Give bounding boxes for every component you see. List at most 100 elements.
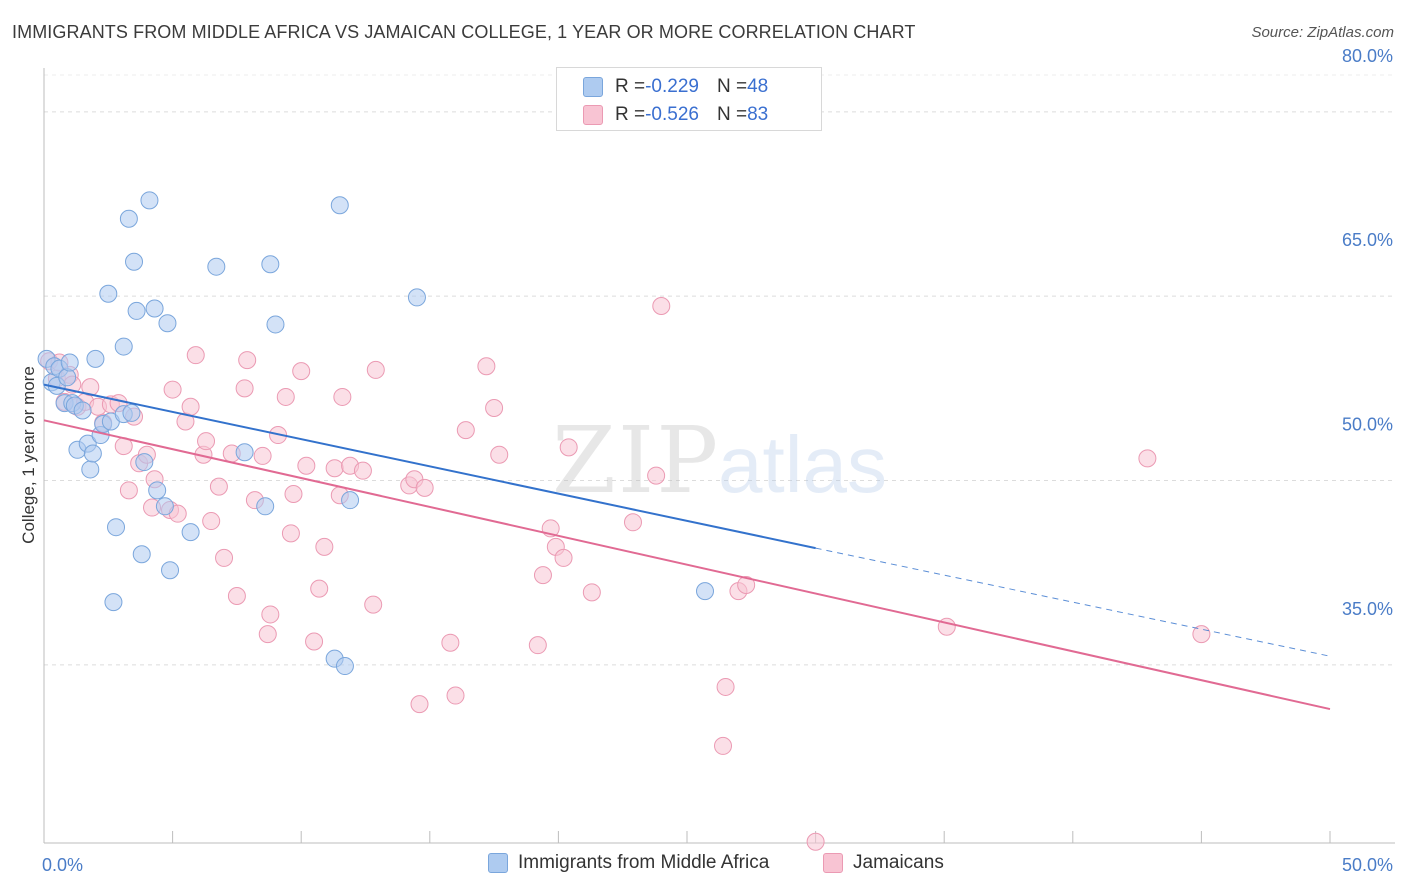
point-jamaicans <box>163 380 182 399</box>
point-middle-africa <box>104 593 123 612</box>
point-middle-africa <box>122 403 141 422</box>
point-jamaicans <box>235 379 254 398</box>
watermark: ZIP atlas <box>552 407 887 514</box>
x-tick-labels: 0.0% 50.0% <box>42 855 1393 875</box>
watermark-zip: ZIP <box>552 407 720 514</box>
point-jamaicans <box>477 357 496 376</box>
trend-line-middle-africa <box>43 383 816 550</box>
point-middle-africa <box>235 443 254 462</box>
point-jamaicans <box>1138 449 1157 468</box>
point-middle-africa <box>73 401 92 420</box>
point-middle-africa <box>256 497 275 516</box>
point-middle-africa <box>140 191 159 210</box>
point-middle-africa <box>132 545 151 564</box>
point-jamaicans <box>209 477 228 496</box>
point-middle-africa <box>148 481 167 500</box>
axes <box>43 68 1395 844</box>
point-jamaicans <box>490 445 509 464</box>
point-jamaicans <box>315 537 334 556</box>
series-jamaicans <box>40 297 1211 851</box>
point-middle-africa <box>145 299 164 318</box>
point-jamaicans <box>353 461 372 480</box>
point-jamaicans <box>441 633 460 652</box>
watermark-atlas: atlas <box>718 420 887 509</box>
legend-r-label: R = <box>615 76 646 97</box>
point-jamaicans <box>284 485 303 504</box>
x-tick-label: 50.0% <box>1342 855 1393 875</box>
point-jamaicans <box>258 625 277 644</box>
point-jamaicans <box>415 478 434 497</box>
point-middle-africa <box>696 582 715 601</box>
y-tick-labels: 35.0% 50.0% 65.0% 80.0% <box>1342 46 1393 619</box>
grid-lines <box>44 74 1395 666</box>
legend-swatch-blue <box>488 853 508 873</box>
point-middle-africa <box>83 444 102 463</box>
point-middle-africa <box>119 209 138 228</box>
trend-lines <box>43 383 1331 711</box>
point-jamaicans <box>186 346 205 365</box>
point-middle-africa <box>60 353 79 372</box>
point-jamaicans <box>197 432 216 451</box>
legend-item-jamaicans: Jamaicans <box>823 852 944 874</box>
point-middle-africa <box>266 315 285 334</box>
point-middle-africa <box>86 349 105 368</box>
point-jamaicans <box>261 605 280 624</box>
legend-r-value: -0.229 <box>645 76 699 97</box>
legend-row-pink: R = -0.526 N = 83 <box>557 101 768 129</box>
legend-swatch-blue <box>583 77 603 97</box>
point-jamaicans <box>215 548 234 567</box>
point-jamaicans <box>202 512 221 531</box>
point-jamaicans <box>485 399 504 418</box>
point-jamaicans <box>714 736 733 755</box>
chart-title: IMMIGRANTS FROM MIDDLE AFRICA VS JAMAICA… <box>12 22 916 42</box>
point-jamaicans <box>119 481 138 500</box>
point-jamaicans <box>410 695 429 714</box>
legend-n-value: 83 <box>747 104 769 125</box>
point-middle-africa <box>125 252 144 271</box>
point-jamaicans <box>623 513 642 532</box>
trend-line-jamaicans <box>43 419 1331 711</box>
y-tick-label: 65.0% <box>1342 230 1393 250</box>
stats-legend: R = -0.229 N = 48 R = -0.526 N = 83 <box>556 67 822 131</box>
point-middle-africa <box>407 288 426 307</box>
legend-label-jamaicans: Jamaicans <box>853 852 944 873</box>
point-jamaicans <box>181 397 200 416</box>
legend-row-blue: R = -0.229 N = 48 <box>557 73 768 101</box>
point-jamaicans <box>456 421 475 440</box>
point-jamaicans <box>253 446 272 465</box>
point-middle-africa <box>181 523 200 542</box>
point-middle-africa <box>161 561 180 580</box>
point-jamaicans <box>297 456 316 475</box>
point-jamaicans <box>305 632 324 651</box>
legend-swatch-pink <box>823 853 843 873</box>
x-tick-label: 0.0% <box>42 855 83 875</box>
point-jamaicans <box>647 466 666 485</box>
point-jamaicans <box>582 583 601 602</box>
y-tick-label: 50.0% <box>1342 415 1393 435</box>
point-jamaicans <box>227 587 246 606</box>
y-tick-label: 80.0% <box>1342 46 1393 66</box>
legend-label-middle-africa: Immigrants from Middle Africa <box>518 852 770 873</box>
trend-line-middle-africa-extension <box>815 547 1331 657</box>
point-jamaicans <box>716 677 735 696</box>
series-legend: Immigrants from Middle Africa Jamaicans <box>0 852 1406 878</box>
point-jamaicans <box>333 387 352 406</box>
point-middle-africa <box>99 284 118 303</box>
point-jamaicans <box>281 524 300 543</box>
point-middle-africa <box>341 491 360 510</box>
point-middle-africa <box>335 657 354 676</box>
point-middle-africa <box>114 337 133 356</box>
legend-n-value: 48 <box>747 76 769 97</box>
point-jamaicans <box>325 459 344 478</box>
point-middle-africa <box>107 518 126 537</box>
point-jamaicans <box>276 387 295 406</box>
point-jamaicans <box>310 579 329 598</box>
point-middle-africa <box>155 497 174 516</box>
point-jamaicans <box>528 636 547 655</box>
series-immigrants-middle-africa <box>37 191 715 676</box>
source-label: Source: ZipAtlas.com <box>1251 24 1394 41</box>
point-jamaicans <box>366 360 385 379</box>
point-jamaicans <box>554 548 573 567</box>
legend-swatch-pink <box>583 105 603 125</box>
